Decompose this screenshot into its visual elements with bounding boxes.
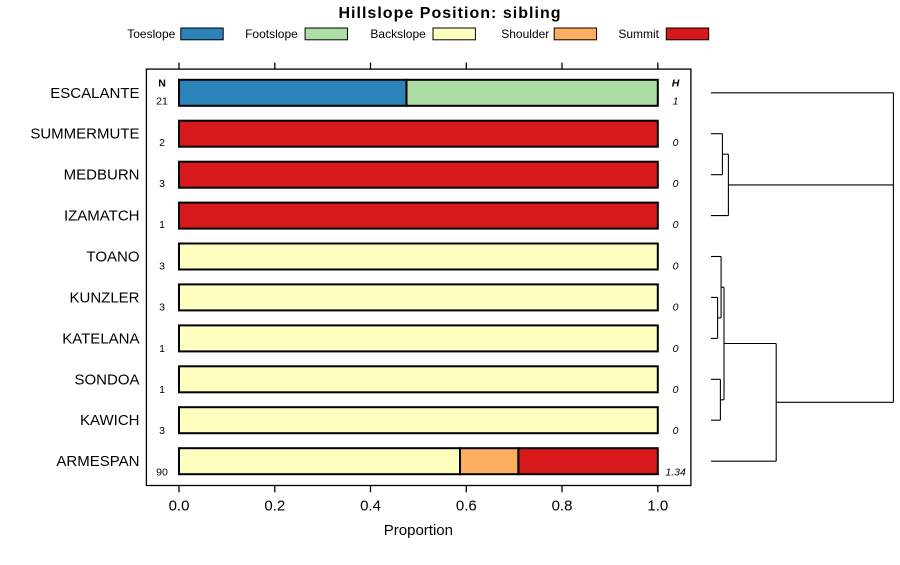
svg-text:1: 1 [159,343,165,355]
svg-text:N: N [158,77,166,89]
svg-text:3: 3 [159,302,165,314]
svg-text:TOANO: TOANO [86,249,139,266]
svg-text:21: 21 [156,96,168,108]
svg-text:0: 0 [673,260,679,272]
svg-text:1.0: 1.0 [647,498,668,515]
svg-text:3: 3 [159,260,165,272]
svg-text:1.34: 1.34 [665,466,686,478]
svg-text:Summit: Summit [618,27,659,41]
svg-text:H: H [672,77,680,89]
svg-text:IZAMATCH: IZAMATCH [64,208,140,225]
svg-text:Backslope: Backslope [370,27,426,41]
svg-text:2: 2 [159,137,165,149]
svg-text:3: 3 [159,178,165,190]
svg-text:Hillslope Position: sibling: Hillslope Position: sibling [338,5,561,22]
svg-text:1: 1 [673,96,679,108]
svg-text:ESCALANTE: ESCALANTE [50,85,139,102]
svg-text:KATELANA: KATELANA [62,330,139,347]
svg-text:MEDBURN: MEDBURN [64,167,140,184]
svg-text:0: 0 [673,219,679,231]
svg-text:Shoulder: Shoulder [501,27,549,41]
svg-text:0: 0 [673,137,679,149]
svg-text:SUMMERMUTE: SUMMERMUTE [30,126,139,143]
svg-text:Toeslope: Toeslope [127,27,175,41]
svg-text:0.2: 0.2 [264,498,285,515]
svg-text:0.8: 0.8 [552,498,573,515]
svg-text:0: 0 [673,302,679,314]
svg-text:0: 0 [673,384,679,396]
svg-text:3: 3 [159,425,165,437]
svg-text:1: 1 [159,384,165,396]
svg-text:SONDOA: SONDOA [74,371,139,388]
svg-text:ARMESPAN: ARMESPAN [56,453,139,470]
svg-text:0: 0 [673,425,679,437]
svg-text:KUNZLER: KUNZLER [69,289,139,306]
svg-text:0.4: 0.4 [360,498,381,515]
svg-text:KAWICH: KAWICH [80,412,139,429]
svg-text:0: 0 [673,178,679,190]
svg-text:90: 90 [156,466,168,478]
svg-text:0.6: 0.6 [456,498,477,515]
svg-text:Footslope: Footslope [245,27,298,41]
svg-text:0: 0 [673,343,679,355]
svg-text:Proportion: Proportion [384,522,453,539]
svg-text:1: 1 [159,219,165,231]
svg-text:0.0: 0.0 [169,498,190,515]
